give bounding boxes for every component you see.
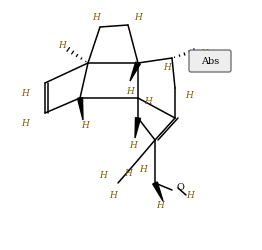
Text: H: H [139, 166, 147, 174]
Text: H: H [185, 92, 193, 100]
Text: H: H [163, 64, 171, 72]
Text: H: H [109, 190, 117, 200]
Text: H: H [186, 190, 194, 200]
Text: H: H [99, 170, 107, 179]
Text: H: H [129, 142, 137, 150]
Text: H: H [200, 48, 208, 58]
Text: O: O [176, 184, 184, 192]
Text: H: H [156, 200, 164, 209]
Text: H: H [92, 12, 100, 22]
Polygon shape [130, 62, 140, 81]
Text: H: H [134, 12, 142, 22]
FancyBboxPatch shape [189, 50, 231, 72]
Polygon shape [153, 182, 163, 201]
Text: H: H [21, 88, 29, 98]
Text: H: H [21, 118, 29, 128]
Text: H: H [126, 86, 134, 96]
Text: H: H [58, 40, 66, 50]
Polygon shape [78, 98, 83, 120]
Text: Abs: Abs [201, 56, 219, 66]
Polygon shape [135, 118, 140, 138]
Text: H: H [144, 96, 152, 106]
Text: H: H [81, 122, 89, 130]
Text: H: H [124, 168, 132, 177]
